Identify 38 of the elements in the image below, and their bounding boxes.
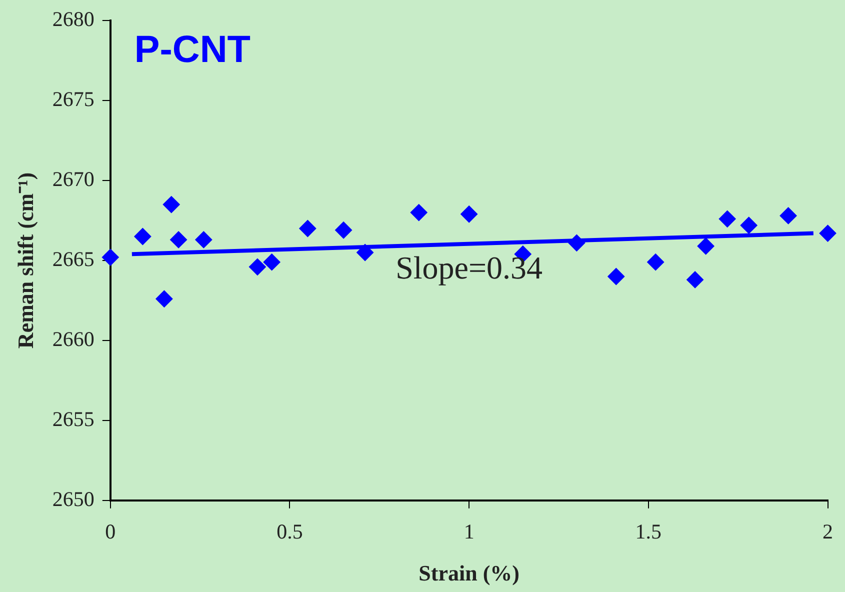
y-tick-label: 2665 [52, 247, 94, 272]
point [162, 196, 180, 214]
point [697, 238, 714, 255]
x-tick-label: 1.5 [635, 520, 662, 544]
point [299, 220, 316, 238]
x-tick-label: 0.5 [276, 520, 303, 544]
point [718, 210, 736, 228]
point [195, 231, 212, 248]
x-tick-label: 0 [105, 520, 116, 544]
point [356, 244, 374, 262]
chart-title: P-CNT [134, 29, 251, 72]
x-tick-label: 2 [822, 520, 833, 544]
y-tick-label: 2675 [52, 87, 94, 112]
y-tick-label: 2650 [52, 486, 94, 511]
x-axis-title: Strain (%) [418, 560, 520, 586]
point [819, 224, 836, 242]
point [335, 222, 352, 239]
point [102, 248, 119, 266]
point [263, 254, 280, 271]
point [686, 271, 704, 288]
point [134, 228, 152, 246]
point [740, 216, 758, 234]
point [248, 258, 266, 276]
y-tick-label: 2680 [52, 7, 94, 32]
y-tick-label: 2655 [52, 406, 94, 431]
point [156, 290, 173, 308]
point [780, 207, 797, 224]
point [410, 204, 428, 222]
point [568, 234, 586, 252]
y-tick-label: 2670 [52, 167, 94, 192]
point [647, 254, 664, 271]
y-tick-label: 2660 [52, 326, 94, 351]
point [608, 268, 625, 285]
annotation: Slope=0.34 [396, 250, 543, 286]
y-axis-title: Reman shift (cm⁻¹) [12, 172, 38, 349]
point [170, 231, 188, 248]
point [460, 206, 478, 223]
x-tick-label: 1 [464, 520, 474, 544]
